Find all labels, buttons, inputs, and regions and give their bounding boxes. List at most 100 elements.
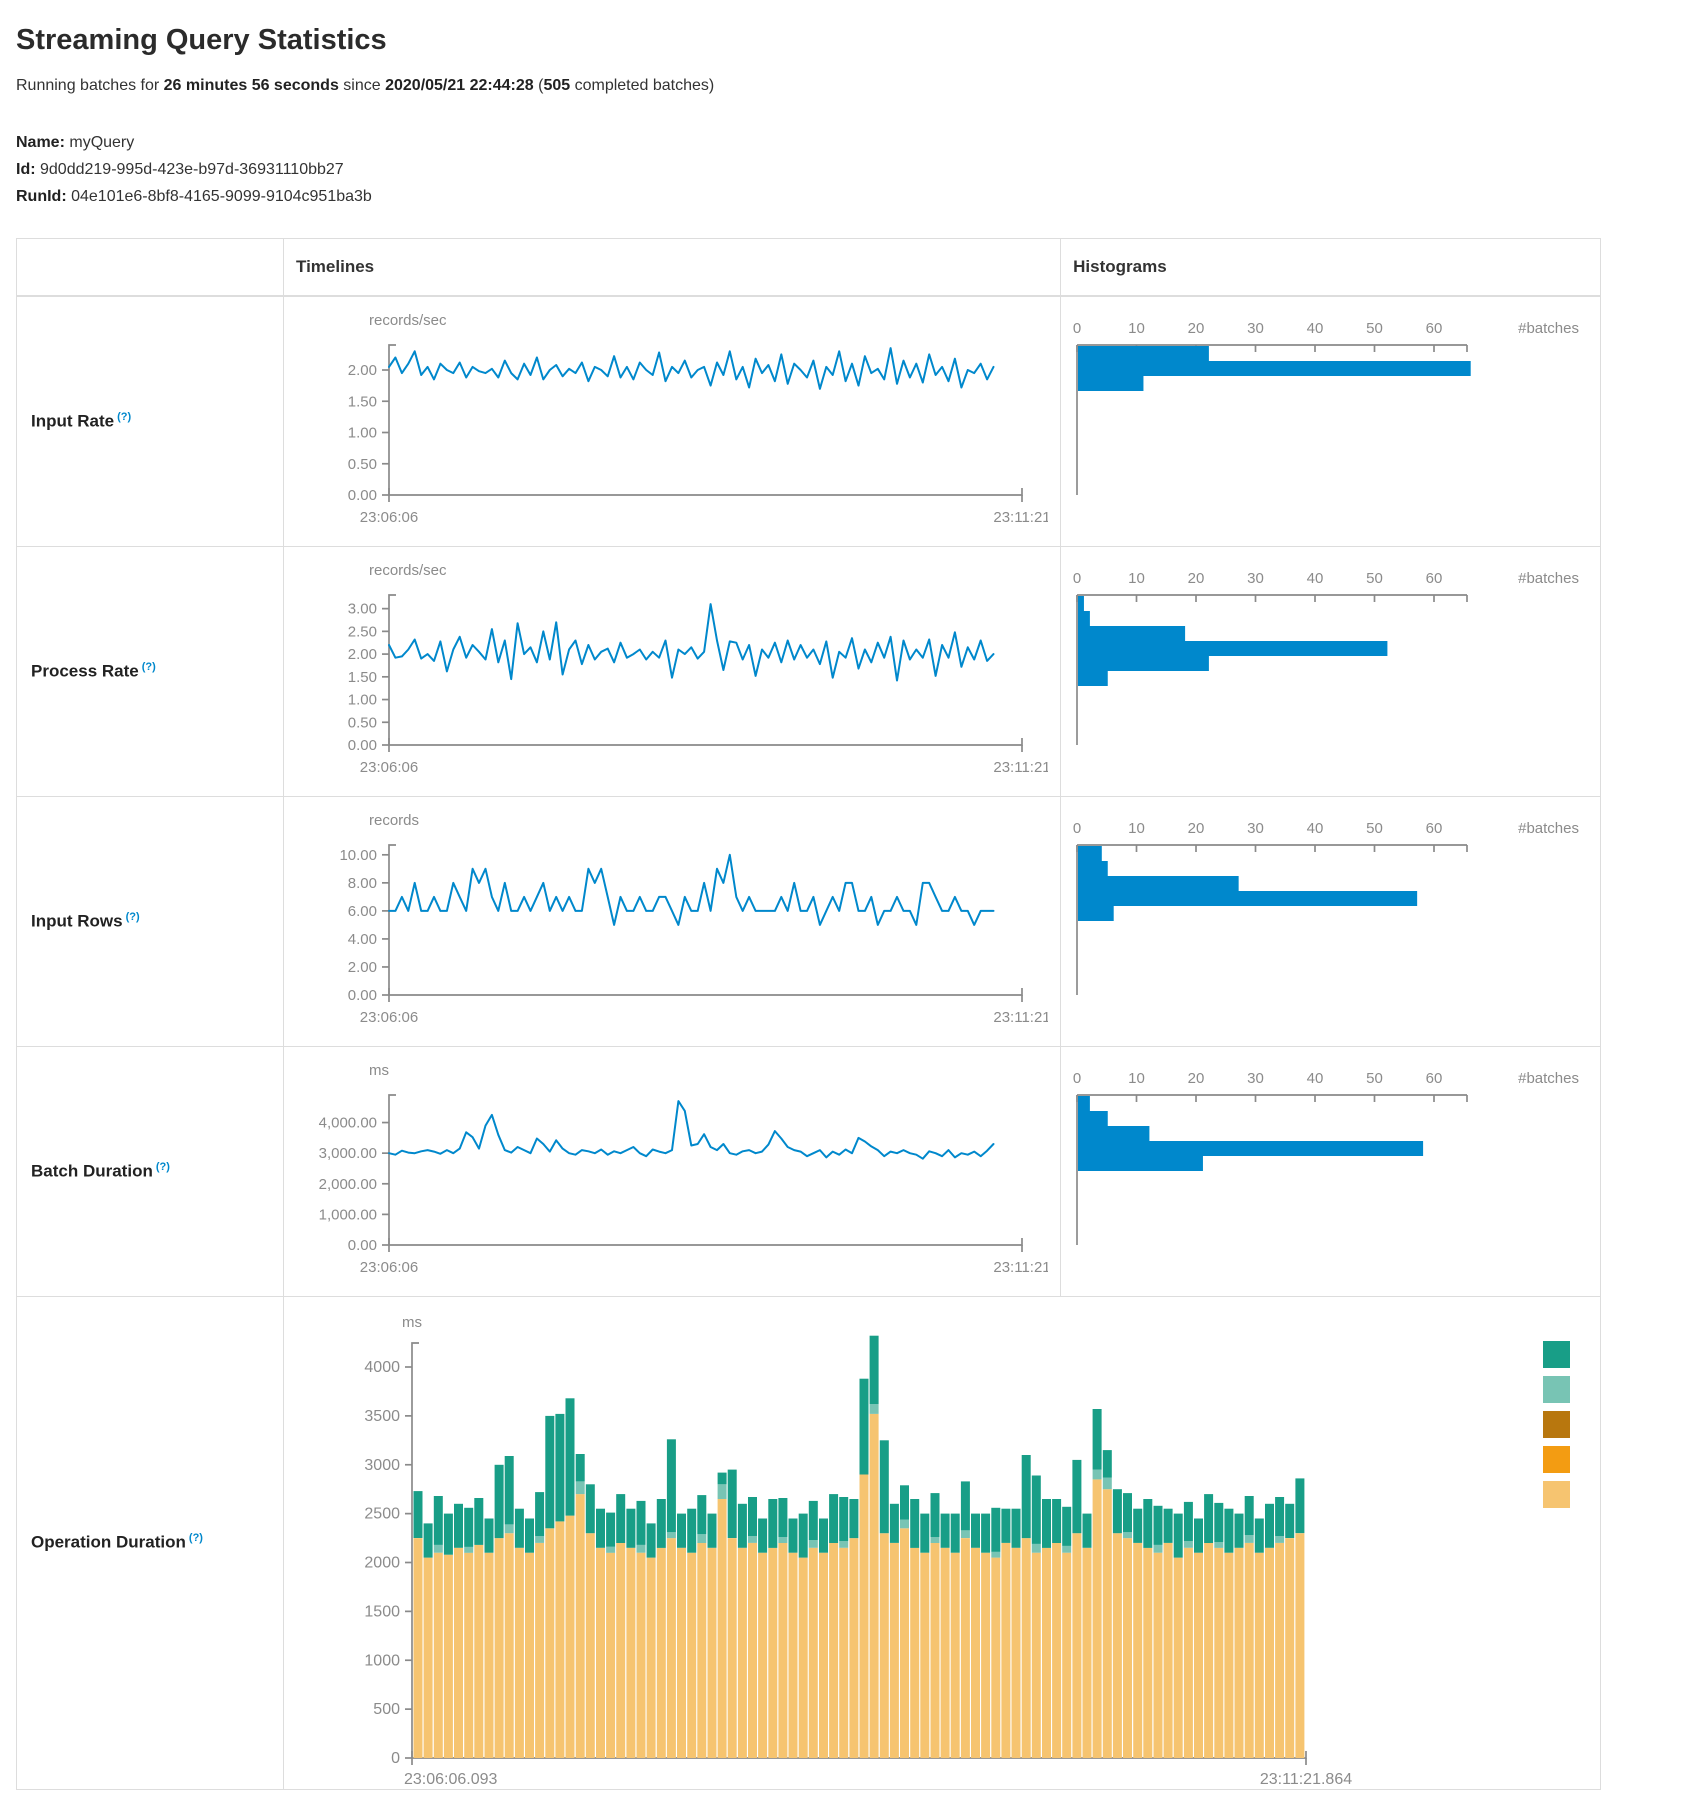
summary-suffix: completed batches) bbox=[570, 77, 715, 94]
input-rate-help-icon[interactable]: (?) bbox=[117, 410, 132, 423]
batch-duration-histogram-chart: 0 10 20 30 40 50 60 #batches bbox=[1073, 1070, 1579, 1245]
svg-text:23:11:21: 23:11:21 bbox=[993, 1009, 1048, 1026]
input-rate-label: Input Rate bbox=[31, 411, 115, 431]
svg-text:2.00: 2.00 bbox=[348, 958, 377, 975]
batch-duration-row: Batch Duration (?) ms 0.00 1,000.00 2,000.00… bbox=[16, 1045, 1601, 1297]
svg-text:40: 40 bbox=[1307, 320, 1324, 337]
svg-text:1.50: 1.50 bbox=[348, 668, 377, 685]
svg-text:0.00: 0.00 bbox=[348, 1237, 377, 1254]
table-header-row: Timelines Histograms bbox=[16, 238, 1601, 297]
input-rate-row: Input Rate (?) records/sec 0.00 0.50 1.00 1.5… bbox=[16, 295, 1601, 547]
svg-text:3,000.00: 3,000.00 bbox=[319, 1145, 377, 1162]
batch-duration-timeline-cell: ms 0.00 1,000.00 2,000.00 3,000.00 4,000.00 23… bbox=[282, 1045, 1062, 1297]
input-rows-label: Input Rows bbox=[31, 911, 123, 931]
svg-text:2,000.00: 2,000.00 bbox=[319, 1175, 377, 1192]
svg-text:0.50: 0.50 bbox=[348, 456, 377, 473]
running-batches-summary: Running batches for 26 minutes 56 second… bbox=[16, 77, 1677, 95]
svg-text:0.00: 0.00 bbox=[348, 737, 377, 754]
svg-text:4000: 4000 bbox=[364, 1359, 400, 1376]
batch-duration-timeline-chart: ms 0.00 1,000.00 2,000.00 3,000.00 4,000.00 23… bbox=[319, 1062, 1048, 1276]
svg-text:40: 40 bbox=[1307, 820, 1324, 837]
svg-text:3000: 3000 bbox=[364, 1456, 400, 1473]
process-rate-timeline-chart: records/sec 0.00 0.50 1.00 1.50 2.00 2.50 3.00 2… bbox=[348, 562, 1048, 776]
svg-text:#batches: #batches bbox=[1518, 1070, 1579, 1087]
svg-text:records/sec: records/sec bbox=[369, 562, 447, 579]
query-id-label: Id: bbox=[16, 161, 36, 178]
svg-text:3500: 3500 bbox=[364, 1407, 400, 1424]
operation-duration-chart-cell: ms 0 500 1000 1500 2000 2500 3000 3500 4000 23:06:… bbox=[283, 1295, 1601, 1790]
svg-text:30: 30 bbox=[1247, 320, 1264, 337]
svg-text:23:11:21: 23:11:21 bbox=[993, 1259, 1048, 1276]
svg-text:1500: 1500 bbox=[364, 1603, 400, 1620]
batch-duration-label: Batch Duration bbox=[31, 1161, 153, 1181]
svg-text:1.50: 1.50 bbox=[348, 393, 377, 410]
svg-text:50: 50 bbox=[1366, 820, 1383, 837]
svg-text:#batches: #batches bbox=[1518, 820, 1579, 837]
svg-text:#batches: #batches bbox=[1518, 570, 1579, 587]
input-rows-histogram-chart: 0 10 20 30 40 50 60 #batches bbox=[1073, 820, 1579, 995]
input-rows-timeline-chart: records 0.00 2.00 4.00 6.00 8.00 10.00 23:06:06… bbox=[339, 812, 1048, 1026]
input-rate-histogram-cell: 0 10 20 30 40 50 60 #batches bbox=[1060, 295, 1601, 547]
process-rate-label-cell: Process Rate (?) bbox=[16, 545, 284, 797]
input-rate-timeline-cell: records/sec 0.00 0.50 1.00 1.50 2.00 23:06:06 2… bbox=[282, 295, 1062, 547]
input-rate-histogram-chart: 0 10 20 30 40 50 60 #batches bbox=[1073, 320, 1579, 495]
input-rows-row: Input Rows (?) records 0.00 2.00 4.00 6.00 8.0… bbox=[16, 795, 1601, 1047]
operation-duration-row: Operation Duration (?) ms 0 500 1000 1500 2000… bbox=[16, 1295, 1601, 1790]
batch-duration-help-icon[interactable]: (?) bbox=[155, 1160, 170, 1173]
svg-text:40: 40 bbox=[1307, 1070, 1324, 1087]
legend-swatch-1 bbox=[1543, 1375, 1570, 1403]
svg-text:50: 50 bbox=[1366, 1070, 1383, 1087]
process-rate-histogram-chart: 0 10 20 30 40 50 60 #batches bbox=[1073, 570, 1579, 745]
svg-text:2.50: 2.50 bbox=[348, 623, 377, 640]
input-rows-help-icon[interactable]: (?) bbox=[125, 910, 140, 923]
summary-prefix: Running batches for bbox=[16, 77, 164, 94]
statistics-table: Timelines Histograms Input Rate (?) recor… bbox=[16, 238, 1601, 1790]
svg-text:20: 20 bbox=[1188, 820, 1205, 837]
legend-swatch-0 bbox=[1543, 1340, 1570, 1368]
input-rows-timeline-cell: records 0.00 2.00 4.00 6.00 8.00 10.00 23:06:06… bbox=[282, 795, 1062, 1047]
svg-text:8.00: 8.00 bbox=[348, 874, 377, 891]
svg-text:10.00: 10.00 bbox=[339, 846, 377, 863]
summary-middle: since bbox=[338, 77, 386, 94]
svg-text:60: 60 bbox=[1426, 820, 1443, 837]
col-header-histograms: Histograms bbox=[1060, 238, 1601, 297]
svg-text:0.00: 0.00 bbox=[348, 987, 377, 1004]
svg-text:23:11:21.864: 23:11:21.864 bbox=[1260, 1771, 1352, 1785]
batch-duration-label-cell: Batch Duration (?) bbox=[16, 1045, 284, 1297]
svg-text:1.00: 1.00 bbox=[348, 425, 377, 442]
svg-text:23:06:06: 23:06:06 bbox=[360, 1259, 418, 1276]
page-title: Streaming Query Statistics bbox=[16, 24, 387, 56]
batch-duration-histogram-cell: 0 10 20 30 40 50 60 #batches bbox=[1060, 1045, 1601, 1297]
svg-text:30: 30 bbox=[1247, 1070, 1264, 1087]
process-rate-timeline-cell: records/sec 0.00 0.50 1.00 1.50 2.00 2.50 3.00 2… bbox=[282, 545, 1062, 797]
svg-text:4.00: 4.00 bbox=[348, 930, 377, 947]
empty-header-cell bbox=[16, 238, 284, 297]
query-runid-line: RunId: 04e101e6-8bf8-4165-9099-9104c951b… bbox=[16, 183, 1677, 210]
input-rows-label-cell: Input Rows (?) bbox=[16, 795, 284, 1047]
query-runid-value: 04e101e6-8bf8-4165-9099-9104c951ba3b bbox=[71, 188, 372, 205]
svg-text:10: 10 bbox=[1128, 1070, 1145, 1087]
svg-text:500: 500 bbox=[373, 1701, 400, 1718]
svg-text:2500: 2500 bbox=[364, 1505, 400, 1522]
svg-text:0: 0 bbox=[1073, 320, 1081, 337]
svg-text:2.00: 2.00 bbox=[348, 646, 377, 663]
process-rate-help-icon[interactable]: (?) bbox=[141, 660, 156, 673]
summary-paren: ( bbox=[533, 77, 544, 94]
operation-duration-help-icon[interactable]: (?) bbox=[188, 1532, 203, 1545]
svg-text:30: 30 bbox=[1247, 570, 1264, 587]
operation-duration-label-cell: Operation Duration (?) bbox=[16, 1295, 284, 1790]
query-id-value: 9d0dd219-995d-423e-b97d-36931110bb27 bbox=[40, 161, 344, 178]
svg-text:50: 50 bbox=[1366, 570, 1383, 587]
svg-text:60: 60 bbox=[1426, 570, 1443, 587]
svg-text:20: 20 bbox=[1188, 1070, 1205, 1087]
query-id-line: Id: 9d0dd219-995d-423e-b97d-36931110bb27 bbox=[16, 156, 1677, 183]
svg-text:1,000.00: 1,000.00 bbox=[319, 1206, 377, 1223]
svg-text:50: 50 bbox=[1366, 320, 1383, 337]
svg-text:0: 0 bbox=[391, 1750, 400, 1767]
svg-text:#batches: #batches bbox=[1518, 320, 1579, 337]
svg-text:60: 60 bbox=[1426, 1070, 1443, 1087]
input-rate-timeline-chart: records/sec 0.00 0.50 1.00 1.50 2.00 23:06:06 2… bbox=[348, 312, 1048, 526]
operation-duration-stacked-chart: ms 0 500 1000 1500 2000 2500 3000 3500 4000 23:06:… bbox=[364, 1314, 1570, 1785]
input-rate-label-cell: Input Rate (?) bbox=[16, 295, 284, 547]
svg-text:2000: 2000 bbox=[364, 1554, 400, 1571]
